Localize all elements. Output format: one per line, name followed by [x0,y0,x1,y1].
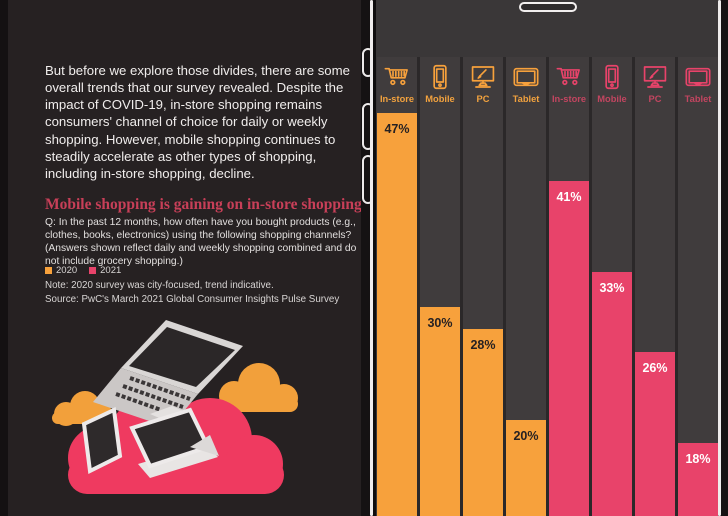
phone-frame: In-store 47% Mobile 30% PC 28% Tablet 20… [361,0,728,516]
legend-label-2021: 2021 [100,265,122,276]
bar: 26% [635,352,675,516]
bar: 18% [678,443,718,516]
bar: 20% [506,420,546,516]
cart-icon [554,62,584,92]
survey-question: Q: In the past 12 months, how often have… [45,217,357,267]
legend-item-2020: 2020 [45,265,77,276]
intro-paragraph: But before we explore those divides, the… [45,63,350,181]
phone-speaker [519,2,577,12]
bar-value-label: 33% [599,281,625,295]
chart-column-mobile-2020: Mobile 30% [420,57,460,516]
chart-legend: 2020 2021 [45,265,121,276]
legend-label-2020: 2020 [56,265,78,276]
legend-swatch-2020 [45,267,52,274]
bar-value-label: 30% [427,316,453,330]
devices-clouds-illustration [52,320,298,494]
bar: 28% [463,329,503,516]
chart-column-tablet-2021: Tablet 18% [678,57,718,516]
orange-cloud-right [218,363,298,412]
bar-value-label: 18% [685,452,711,466]
mobile-icon [597,62,627,92]
chart-column-pc-2021: PC 26% [635,57,675,516]
bar: 41% [549,181,589,516]
source-text: Source: PwC's March 2021 Global Consumer… [45,294,340,305]
mobile-icon [425,62,455,92]
chart-column-in-store-2020: In-store 47% [377,57,417,516]
channel-label: PC [476,94,490,104]
chart-column-tablet-2020: Tablet 20% [506,57,546,516]
bar-value-label: 26% [642,361,668,375]
channel-label: Tablet [512,94,540,104]
phone-screen: In-store 47% Mobile 30% PC 28% Tablet 20… [376,0,719,516]
bar-value-label: 41% [556,190,582,204]
pc-icon [468,62,498,92]
chart-columns: In-store 47% Mobile 30% PC 28% Tablet 20… [377,57,718,516]
bar-value-label: 47% [384,122,410,136]
phone-right-edge [718,0,721,516]
note-text: Note: 2020 survey was city-focused, tren… [45,280,274,291]
channel-label: Mobile [597,94,627,104]
chart-column-mobile-2021: Mobile 33% [592,57,632,516]
bar: 47% [377,113,417,516]
chart-column-in-store-2021: In-store 41% [549,57,589,516]
bar: 30% [420,307,460,516]
channel-label: Tablet [684,94,712,104]
chart-column-pc-2020: PC 28% [463,57,503,516]
pc-icon [640,62,670,92]
tablet-icon [683,62,713,92]
channel-label: In-store [379,94,415,104]
phone-left-edge [370,0,373,516]
channel-label: Mobile [425,94,455,104]
phone-illustration [129,407,219,478]
tablet-icon [511,62,541,92]
channel-label: In-store [551,94,587,104]
report-left-panel: But before we explore those divides, the… [8,0,362,516]
bar: 33% [592,272,632,516]
laptop-illustration [93,320,243,428]
channel-label: PC [648,94,662,104]
legend-swatch-2021 [89,267,97,274]
bar-value-label: 28% [470,338,496,352]
chart-title: Mobile shopping is gaining on in-store s… [45,196,362,213]
phone-bezel: In-store 47% Mobile 30% PC 28% Tablet 20… [373,0,719,516]
tablet-illustration [81,407,123,475]
bar-value-label: 20% [513,429,539,443]
legend-item-2021: 2021 [89,265,121,276]
cart-icon [382,62,412,92]
